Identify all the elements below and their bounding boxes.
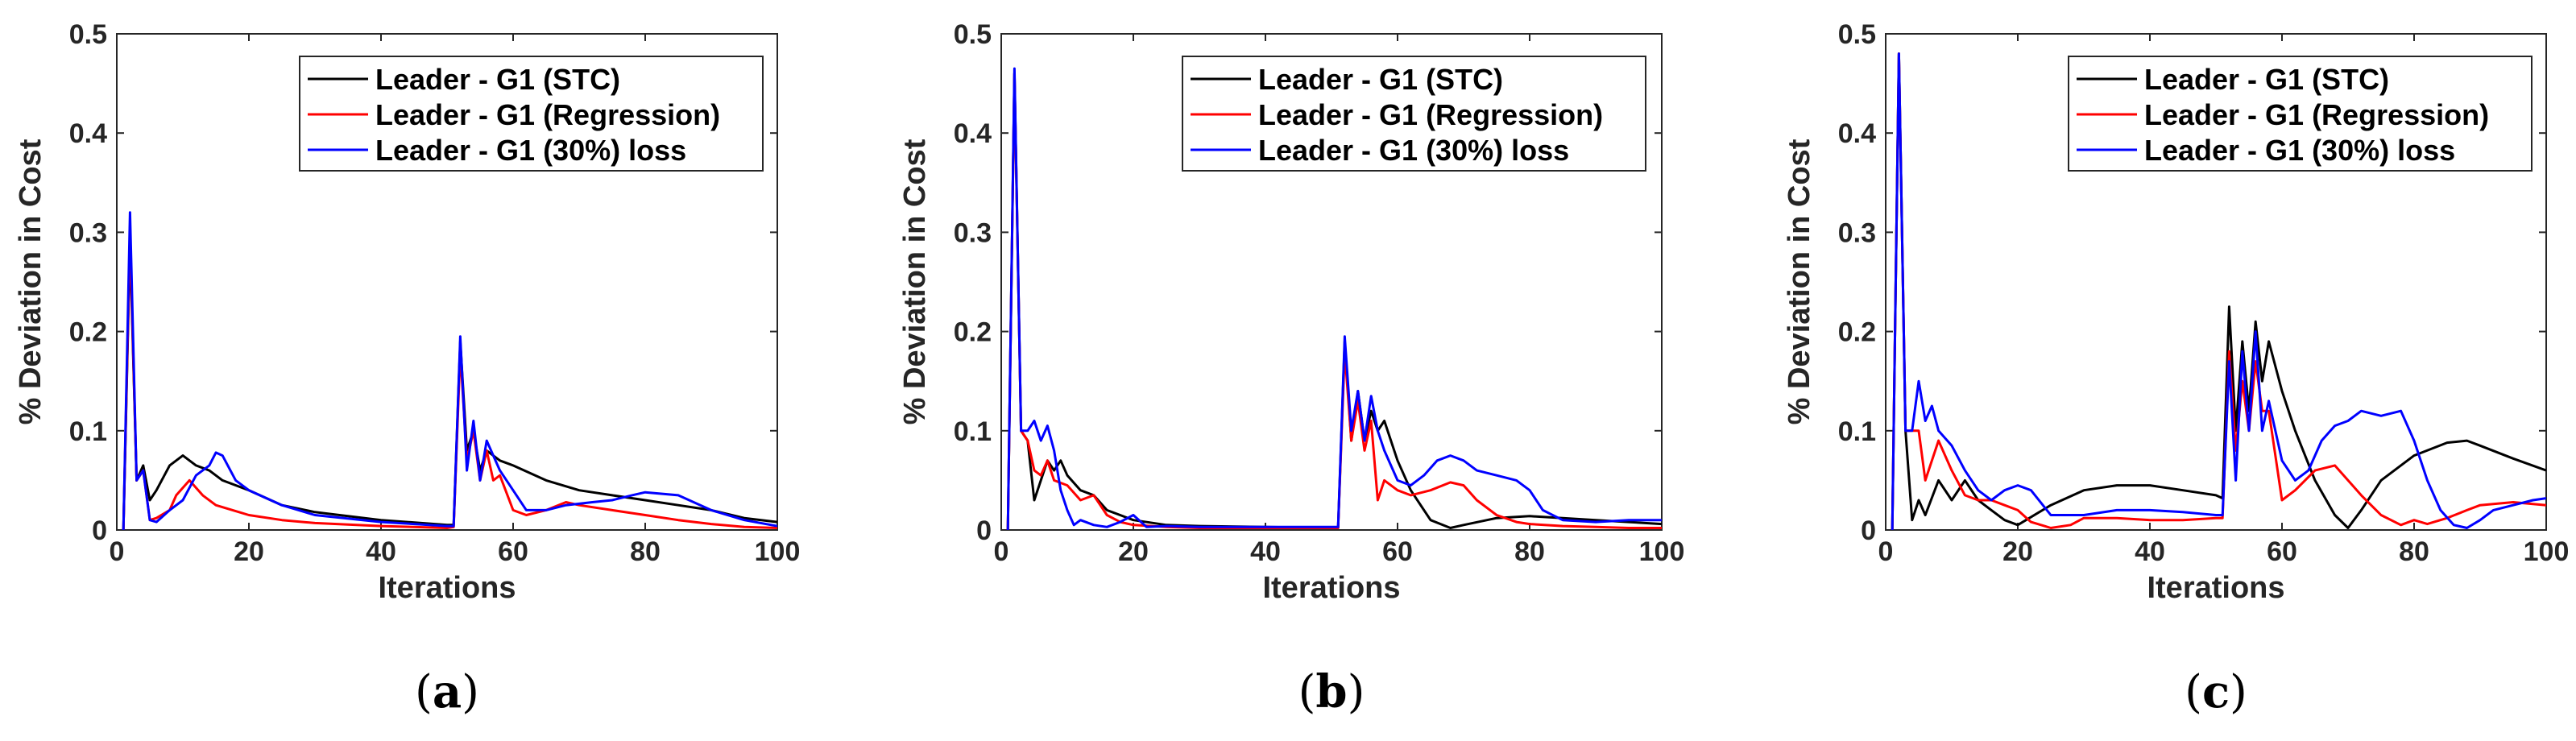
series-line-3	[1006, 67, 1662, 530]
y-tick-label: 0.4	[69, 118, 107, 149]
legend-entry: Leader - G1 (Regression)	[1258, 98, 1603, 131]
legend-entry: Leader - G1 (30%) loss	[2144, 134, 2455, 167]
x-tick-label: 40	[366, 536, 396, 567]
y-tick-label: 0.4	[954, 118, 992, 149]
chart-c: 0 20 40 60 80 100 0 0.1 0.2 0.3 0.4 0.5 Iterations % …	[1783, 19, 2569, 718]
caption: (a)	[415, 665, 479, 718]
x-tick-label: 60	[498, 536, 528, 567]
x-tick-label: 0	[1878, 536, 1894, 567]
legend-entry: Leader - G1 (STC)	[375, 63, 620, 96]
y-tick-label: 0.5	[69, 19, 107, 50]
y-tick-label: 0.3	[69, 217, 107, 248]
caption-paren-close: )	[2230, 666, 2247, 718]
legend: Leader - G1 (STC)Leader - G1 (Regression…	[1182, 56, 1646, 172]
legend-entry: Leader - G1 (STC)	[1258, 63, 1503, 96]
legend: Leader - G1 (STC)Leader - G1 (Regression…	[299, 56, 764, 172]
y-tick-label: 0	[976, 515, 992, 546]
y-tick-label: 0.5	[954, 19, 992, 50]
series-line-3	[122, 211, 777, 530]
legend: Leader - G1 (STC)Leader - G1 (Regression…	[2068, 56, 2533, 172]
caption-paren-close: )	[1348, 666, 1365, 718]
y-tick-label: 0.3	[954, 217, 992, 248]
y-axis-label: % Deviation in Cost	[898, 139, 932, 424]
y-tick-label: 0.1	[69, 416, 107, 447]
legend-box	[2068, 56, 2533, 172]
x-tick-label: 80	[630, 536, 661, 567]
legend-entry: Leader - G1 (30%) loss	[1258, 134, 1569, 167]
caption-letter: c	[2202, 665, 2230, 718]
caption-letter: a	[433, 665, 462, 718]
y-tick-label: 0	[1861, 515, 1876, 546]
chart-a: 0 20 40 60 80 100 0 0.1 0.2 0.3 0.4 0.5 Iterations % …	[14, 19, 800, 718]
x-tick-label: 80	[1514, 536, 1545, 567]
x-tick-label: 0	[110, 536, 125, 567]
y-axis-label: % Deviation in Cost	[14, 139, 48, 424]
chart-b: 0 20 40 60 80 100 0 0.1 0.2 0.3 0.4 0.5 Iterations % …	[898, 19, 1684, 718]
legend-box	[1182, 56, 1646, 172]
y-tick-label: 0.2	[954, 317, 992, 348]
x-tick-label: 60	[2267, 536, 2297, 567]
x-tick-label: 20	[2002, 536, 2033, 567]
y-tick-label: 0.2	[1838, 317, 1876, 348]
x-tick-label: 80	[2399, 536, 2429, 567]
x-tick-label: 100	[1639, 536, 1685, 567]
x-tick-label: 20	[1118, 536, 1149, 567]
x-tick-label: 0	[994, 536, 1009, 567]
legend-entry: Leader - G1 (30%) loss	[375, 134, 686, 167]
x-tick-label: 100	[755, 536, 801, 567]
legend-entry: Leader - G1 (Regression)	[375, 98, 720, 131]
caption-letter: b	[1315, 665, 1347, 718]
y-tick-label: 0.1	[1838, 416, 1876, 447]
y-tick-label: 0.2	[69, 317, 107, 348]
caption-paren-close: )	[462, 666, 479, 718]
y-tick-label: 0.5	[1838, 19, 1876, 50]
y-tick-label: 0.4	[1838, 118, 1876, 149]
y-axis-label: % Deviation in Cost	[1783, 139, 1816, 424]
series-line-1	[1891, 52, 2546, 530]
x-tick-label: 40	[1250, 536, 1281, 567]
x-tick-label: 60	[1382, 536, 1413, 567]
legend-entry: Leader - G1 (Regression)	[2144, 98, 2489, 131]
series-line-3	[1891, 52, 2546, 530]
caption-paren-open: (	[2185, 666, 2202, 718]
x-tick-label: 100	[2524, 536, 2570, 567]
x-tick-label: 20	[234, 536, 264, 567]
x-tick-label: 40	[2135, 536, 2165, 567]
y-tick-label: 0.1	[954, 416, 992, 447]
y-tick-label: 0	[92, 515, 107, 546]
y-tick-label: 0.3	[1838, 217, 1876, 248]
x-axis-label: Iterations	[1262, 571, 1400, 605]
caption-paren-open: (	[415, 666, 433, 718]
legend-box	[299, 56, 764, 172]
caption: (b)	[1298, 665, 1365, 718]
caption: (c)	[2185, 665, 2247, 718]
caption-paren-open: (	[1298, 666, 1316, 718]
legend-entry: Leader - G1 (STC)	[2144, 63, 2389, 96]
x-axis-label: Iterations	[378, 571, 516, 605]
x-axis-label: Iterations	[2147, 571, 2284, 605]
